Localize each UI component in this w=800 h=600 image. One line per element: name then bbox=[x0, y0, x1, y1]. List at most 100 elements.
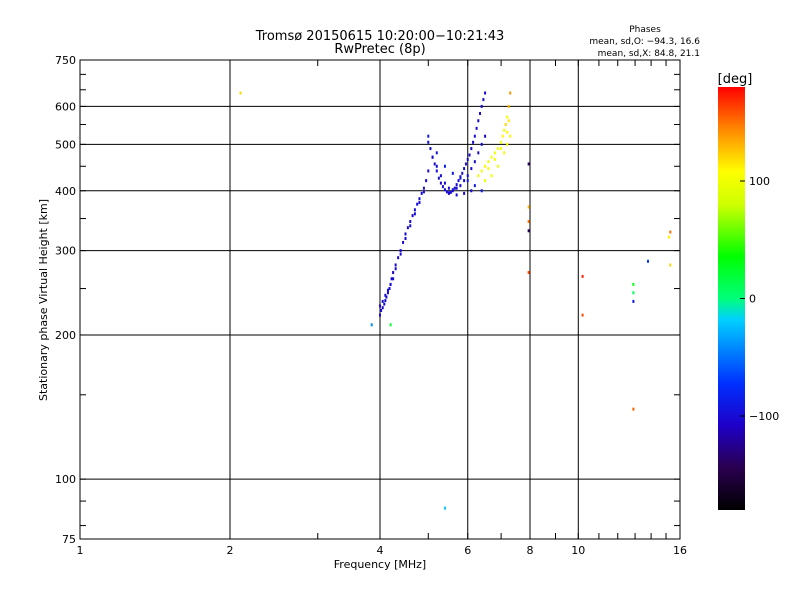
data-point bbox=[441, 185, 444, 189]
stats-line-x: mean, sd,X: 84.8, 21.1 bbox=[598, 49, 700, 59]
data-point bbox=[439, 181, 442, 185]
data-point bbox=[480, 169, 483, 173]
data-point bbox=[632, 407, 635, 411]
data-point bbox=[384, 299, 387, 303]
data-point bbox=[380, 308, 383, 312]
data-point bbox=[451, 171, 454, 175]
data-point bbox=[451, 188, 454, 192]
data-point bbox=[392, 277, 395, 281]
data-point bbox=[461, 171, 464, 175]
data-point bbox=[422, 190, 425, 194]
data-point bbox=[496, 164, 499, 168]
data-point bbox=[389, 323, 392, 327]
data-point bbox=[437, 176, 440, 180]
data-point bbox=[501, 134, 504, 138]
data-point bbox=[409, 224, 412, 228]
data-point bbox=[506, 142, 509, 146]
data-point bbox=[581, 274, 584, 278]
grid bbox=[80, 60, 680, 539]
data-point bbox=[484, 179, 487, 183]
data-point bbox=[484, 134, 487, 138]
y-tick-label: 600 bbox=[55, 100, 76, 113]
data-point bbox=[667, 235, 670, 239]
stats-line-o: mean, sd,O: −94.3, 16.6 bbox=[589, 37, 700, 47]
data-point bbox=[477, 151, 480, 155]
data-point bbox=[394, 263, 397, 267]
data-point bbox=[404, 236, 407, 240]
y-tick-label: 75 bbox=[62, 533, 76, 546]
data-point bbox=[487, 167, 490, 171]
data-point bbox=[385, 295, 388, 299]
axis-ticks: 1 2 4 6 8 10 16 75 100 200 300 400 500 600 750 bbox=[55, 54, 687, 557]
data-point bbox=[500, 140, 503, 144]
data-point bbox=[406, 226, 409, 230]
data-point bbox=[470, 189, 473, 193]
data-point bbox=[493, 151, 496, 155]
data-point bbox=[433, 162, 436, 166]
y-tick-label: 400 bbox=[55, 185, 76, 198]
data-point bbox=[509, 134, 512, 138]
data-point bbox=[468, 153, 471, 157]
data-point bbox=[459, 184, 462, 188]
data-point bbox=[527, 229, 530, 233]
x-tick-label: 6 bbox=[464, 544, 471, 557]
data-point bbox=[379, 313, 381, 317]
data-point bbox=[443, 164, 446, 168]
data-point bbox=[388, 287, 391, 291]
data-point bbox=[480, 189, 483, 193]
data-point bbox=[503, 128, 506, 132]
data-point bbox=[386, 291, 389, 295]
data-point bbox=[445, 190, 448, 194]
data-point bbox=[463, 191, 466, 195]
data-point bbox=[484, 164, 487, 168]
data-point bbox=[397, 256, 400, 260]
data-point bbox=[669, 230, 672, 234]
plot-area: 1 2 4 6 8 10 16 75 100 200 300 400 500 600 750 bbox=[55, 54, 687, 557]
data-point bbox=[477, 119, 480, 123]
data-point bbox=[455, 183, 458, 187]
data-point bbox=[402, 240, 405, 244]
data-point bbox=[453, 186, 456, 190]
data-point bbox=[386, 288, 389, 292]
data-point bbox=[443, 506, 446, 510]
data-point bbox=[435, 151, 438, 155]
data-point bbox=[527, 162, 530, 166]
data-point bbox=[464, 162, 467, 166]
data-point bbox=[379, 304, 381, 308]
data-point bbox=[527, 271, 530, 275]
x-tick-label: 4 bbox=[377, 544, 384, 557]
data-point bbox=[439, 174, 442, 178]
data-point bbox=[484, 91, 487, 95]
data-point bbox=[507, 119, 510, 123]
data-point bbox=[427, 134, 430, 138]
data-point bbox=[490, 174, 493, 178]
data-point bbox=[431, 155, 434, 159]
data-point bbox=[527, 220, 530, 224]
data-point bbox=[479, 111, 482, 115]
data-point bbox=[506, 130, 509, 134]
data-point bbox=[470, 147, 473, 151]
data-point bbox=[411, 214, 414, 218]
data-point bbox=[527, 205, 530, 209]
colorbar-ticks: 100 0 −100 bbox=[740, 175, 779, 423]
data-point bbox=[435, 169, 438, 173]
chart-subtitle: RwPretec (8p) bbox=[334, 42, 425, 57]
data-point bbox=[425, 179, 428, 183]
data-point bbox=[473, 134, 476, 138]
x-tick-label: 1 bbox=[77, 544, 84, 557]
data-point bbox=[646, 259, 649, 263]
data-point bbox=[669, 263, 672, 267]
data-point bbox=[475, 126, 478, 130]
data-point bbox=[466, 157, 469, 161]
y-tick-label: 300 bbox=[55, 245, 76, 258]
colorbar-label: [deg] bbox=[718, 72, 753, 87]
y-axis-label: Stationary phase Virtual Height [km] bbox=[37, 199, 50, 401]
data-point bbox=[632, 299, 635, 303]
data-point bbox=[427, 140, 430, 144]
data-point bbox=[500, 147, 503, 151]
data-point bbox=[429, 147, 432, 151]
x-axis-label: Frequency [MHz] bbox=[334, 558, 426, 571]
data-point bbox=[392, 271, 395, 275]
data-point bbox=[473, 184, 476, 188]
